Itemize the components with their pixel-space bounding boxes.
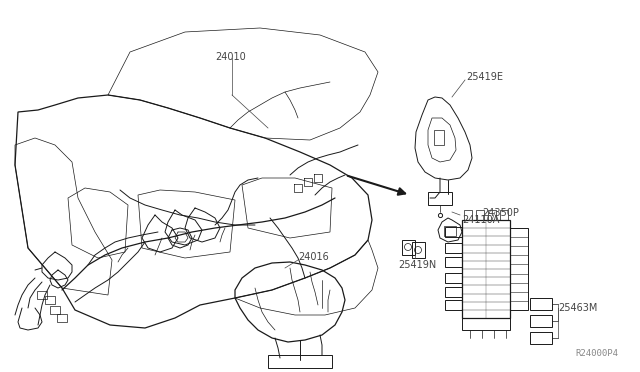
Text: 24010: 24010: [215, 52, 246, 62]
Text: 24350P: 24350P: [482, 208, 519, 218]
Text: 25419E: 25419E: [466, 72, 503, 82]
Text: R24000P4: R24000P4: [575, 349, 618, 358]
Text: 24016: 24016: [298, 252, 329, 262]
Text: 25463M: 25463M: [558, 303, 597, 313]
Text: 25419N: 25419N: [398, 260, 436, 270]
Text: 24110A: 24110A: [462, 215, 499, 225]
